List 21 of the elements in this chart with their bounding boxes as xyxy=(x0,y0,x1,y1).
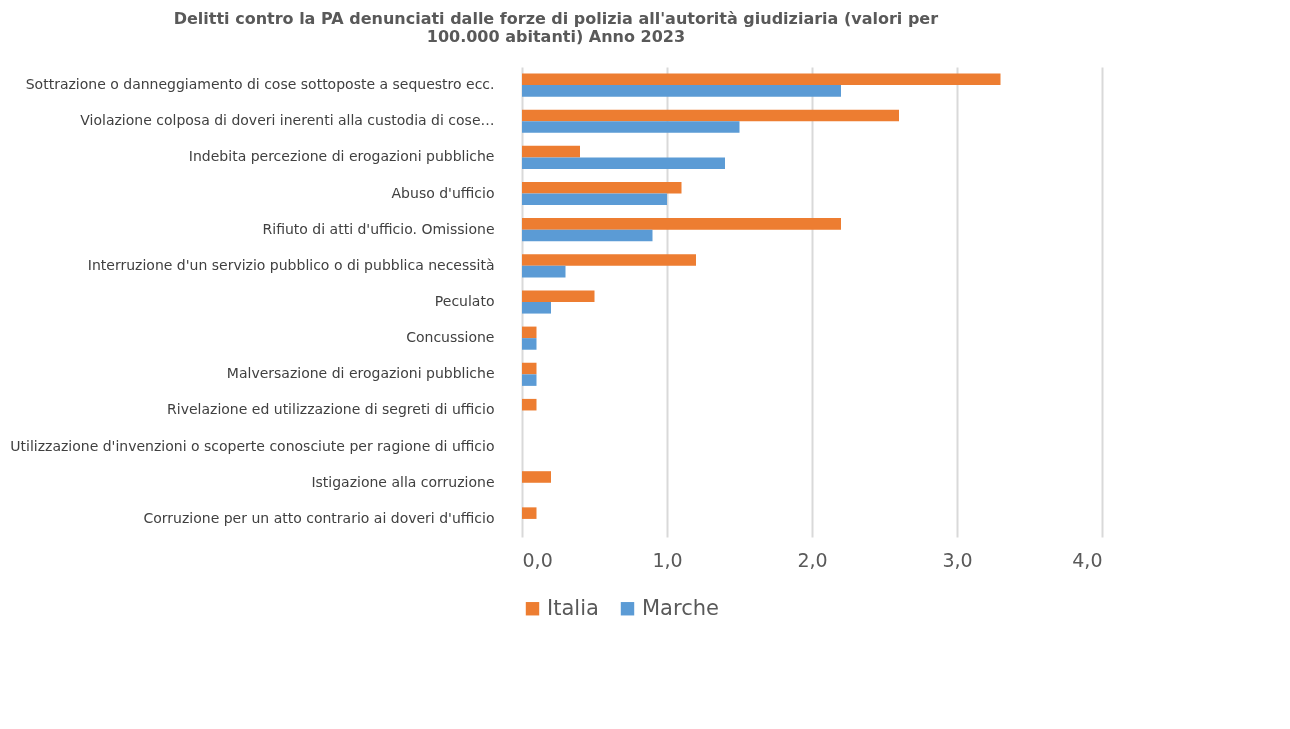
legend-label: Italia xyxy=(547,595,599,620)
x-tick-label: 3,0 xyxy=(942,548,973,571)
x-tick-label: 0,0 xyxy=(522,548,553,571)
y-tick-label: Concussione xyxy=(406,329,495,346)
y-tick-label: Utilizzazione d'invenzioni o scoperte conosciute per ragione di ufficio xyxy=(10,437,495,454)
y-tick-label: Indebita percezione di erogazioni pubbliche xyxy=(188,148,495,165)
y-tick-label: Sottrazione o danneggiamento di cose sottoposte a sequestro ecc. xyxy=(25,76,495,93)
y-tick-label: Abuso d'ufficio xyxy=(391,184,495,201)
y-tick-label: Violazione colposa di doveri inerenti alla custodia di cose… xyxy=(80,112,495,129)
x-tick-label: 1,0 xyxy=(652,548,683,571)
y-tick-label: Rivelazione ed utilizzazione di segreti di ufficio xyxy=(167,401,495,418)
y-tick-label: Corruzione per un atto contrario ai doveri d'ufficio xyxy=(143,509,495,526)
y-tick-label: Malversazione di erogazioni pubbliche xyxy=(226,365,495,382)
y-tick-label: Interruzione d'un servizio pubblico o di pubblica necessità xyxy=(87,256,495,273)
chart-title: Delitti contro la PA denunciati dalle forze di polizia all'autorità giudiziaria (valori per 100.000 abitanti) Anno 2023 xyxy=(173,9,939,46)
legend-label: Marche xyxy=(642,595,719,620)
x-tick-label: 2,0 xyxy=(797,548,828,571)
y-tick-label: Istigazione alla corruzione xyxy=(311,473,495,490)
x-tick-label: 4,0 xyxy=(1072,548,1103,571)
y-tick-label: Rifiuto di atti d'ufficio. Omissione xyxy=(262,220,495,237)
y-tick-label: Peculato xyxy=(434,293,495,309)
